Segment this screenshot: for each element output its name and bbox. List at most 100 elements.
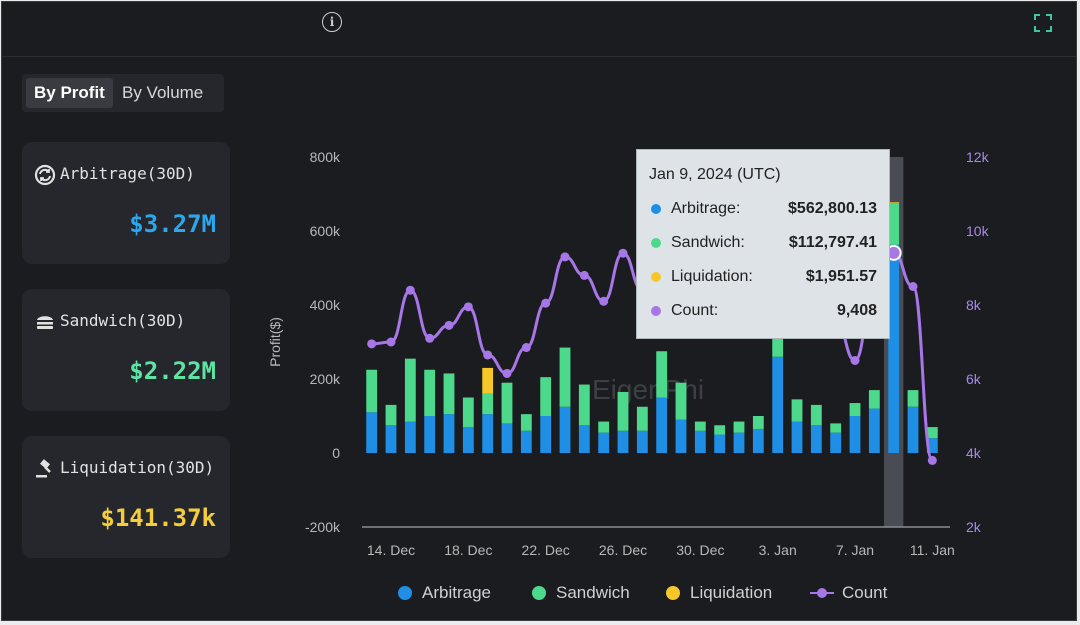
bar-arbitrage bbox=[578, 425, 590, 453]
x-tick-label: 14. Dec bbox=[367, 542, 415, 558]
bar-sandwich bbox=[559, 347, 571, 407]
tooltip-value: 9,408 bbox=[836, 302, 877, 319]
bar-sandwich bbox=[907, 390, 919, 407]
chart-legend: Arbitrage Sandwich Liquidation Count bbox=[382, 580, 942, 606]
tooltip-row-liquidation: Liquidation: $1,951.57 bbox=[651, 266, 877, 288]
y-right-tick-label: 2k bbox=[966, 519, 982, 535]
count-point bbox=[850, 356, 860, 365]
bar-sandwich bbox=[675, 382, 687, 420]
bar-sandwich bbox=[520, 414, 532, 431]
tooltip-row-arbitrage: Arbitrage: $562,800.13 bbox=[651, 198, 877, 220]
count-point bbox=[386, 337, 396, 347]
tooltip-value: $1,951.57 bbox=[805, 268, 877, 285]
expand-icon[interactable] bbox=[1034, 14, 1052, 32]
legend-item-liquidation[interactable]: Liquidation bbox=[666, 580, 772, 606]
tooltip-dot bbox=[651, 238, 661, 248]
bar-arbitrage bbox=[385, 425, 397, 453]
tooltip-row-sandwich: Sandwich: $112,797.41 bbox=[651, 232, 877, 254]
bar-liquidation bbox=[482, 367, 494, 394]
panel-header: i bbox=[2, 2, 1076, 57]
bar-arbitrage bbox=[656, 397, 668, 453]
tooltip-row-count: Count: 9,408 bbox=[651, 300, 877, 322]
bar-sandwich bbox=[733, 421, 745, 433]
bar-sandwich bbox=[694, 421, 706, 431]
bar-sandwich bbox=[810, 404, 822, 426]
bar-sandwich bbox=[385, 404, 397, 426]
bar-arbitrage bbox=[540, 416, 552, 453]
y-left-axis-title: Profit($) bbox=[267, 317, 283, 367]
x-tick-label: 7. Jan bbox=[836, 542, 874, 558]
tooltip-value: $562,800.13 bbox=[788, 200, 877, 217]
bar-sandwich bbox=[404, 358, 416, 422]
y-left-tick-label: 200k bbox=[310, 371, 341, 387]
tooltip-value: $112,797.41 bbox=[788, 234, 877, 251]
bar-arbitrage bbox=[907, 406, 919, 453]
legend-item-count[interactable]: Count bbox=[810, 580, 887, 606]
count-point bbox=[367, 339, 377, 349]
count-point bbox=[541, 298, 551, 308]
count-point bbox=[599, 296, 609, 306]
arbitrage-card: Arbitrage(30D) $3.27M bbox=[22, 142, 230, 264]
bar-arbitrage bbox=[501, 423, 513, 453]
bar-sandwich bbox=[714, 425, 726, 435]
bar-sandwich bbox=[849, 403, 861, 416]
profit-count-chart[interactable]: EigenPhi 800k 600k 400k 200k 0 -200k 12k 10k 8k 6k… bbox=[242, 137, 1002, 567]
y-left-tick-label: 400k bbox=[310, 297, 341, 313]
y-left-tick-label: 600k bbox=[310, 223, 341, 239]
legend-marker bbox=[398, 586, 412, 600]
by-profit-tab[interactable]: By Profit bbox=[26, 78, 113, 108]
count-point bbox=[560, 252, 570, 262]
sandwich-icon bbox=[37, 316, 53, 329]
count-point bbox=[483, 350, 493, 360]
bar-sandwich bbox=[598, 421, 610, 433]
tooltip-label: Sandwich: bbox=[671, 234, 745, 251]
bar-sandwich bbox=[791, 399, 803, 422]
bar-arbitrage bbox=[791, 421, 803, 453]
x-tick-label: 22. Dec bbox=[522, 542, 570, 558]
legend-label: Count bbox=[842, 583, 888, 602]
liquidation-card-value: $141.37k bbox=[100, 504, 216, 532]
bar-sandwich bbox=[830, 423, 842, 433]
bar-sandwich bbox=[482, 393, 494, 415]
bar-sandwich bbox=[617, 391, 629, 431]
legend-item-arbitrage[interactable]: Arbitrage bbox=[398, 580, 491, 606]
tooltip-label: Liquidation: bbox=[671, 268, 753, 285]
bar-arbitrage bbox=[830, 432, 842, 453]
count-point bbox=[908, 282, 918, 291]
bar-arbitrage bbox=[482, 414, 494, 453]
bar-arbitrage bbox=[714, 434, 726, 453]
tooltip-label: Count: bbox=[671, 302, 719, 319]
y-left-tick-label: -200k bbox=[305, 519, 341, 535]
bar-arbitrage bbox=[868, 408, 880, 453]
legend-label: Sandwich bbox=[556, 583, 630, 602]
tooltip-dot bbox=[651, 272, 661, 282]
bar-arbitrage bbox=[733, 432, 745, 453]
count-point bbox=[444, 320, 454, 330]
bar-sandwich bbox=[578, 384, 590, 426]
y-right-tick-label: 4k bbox=[966, 445, 982, 461]
bar-sandwich bbox=[752, 416, 764, 429]
legend-label: Arbitrage bbox=[422, 583, 491, 602]
bar-sandwich bbox=[772, 330, 784, 357]
sandwich-card: Sandwich(30D) $2.22M bbox=[22, 289, 230, 411]
bar-sandwich bbox=[443, 373, 455, 415]
bar-arbitrage bbox=[617, 430, 629, 453]
legend-item-sandwich[interactable]: Sandwich bbox=[532, 580, 630, 606]
bar-arbitrage bbox=[636, 430, 648, 453]
bar-arbitrage bbox=[772, 356, 784, 453]
watermark: EigenPhi bbox=[592, 374, 704, 405]
x-tick-label: 26. Dec bbox=[599, 542, 647, 558]
metric-toggle: By Profit By Volume bbox=[22, 74, 224, 112]
info-icon[interactable]: i bbox=[322, 12, 342, 32]
bar-arbitrage bbox=[598, 432, 610, 453]
bar-arbitrage bbox=[366, 412, 378, 453]
bar-sandwich bbox=[926, 427, 938, 439]
by-volume-tab[interactable]: By Volume bbox=[122, 83, 204, 102]
tooltip-dot bbox=[651, 204, 661, 214]
bar-arbitrage bbox=[810, 425, 822, 453]
count-point bbox=[425, 333, 435, 343]
chart-tooltip: Jan 9, 2024 (UTC) Arbitrage: $562,800.13… bbox=[636, 149, 890, 339]
x-tick-label: 18. Dec bbox=[444, 542, 492, 558]
bar-arbitrage bbox=[849, 416, 861, 453]
bar-sandwich bbox=[366, 369, 378, 413]
